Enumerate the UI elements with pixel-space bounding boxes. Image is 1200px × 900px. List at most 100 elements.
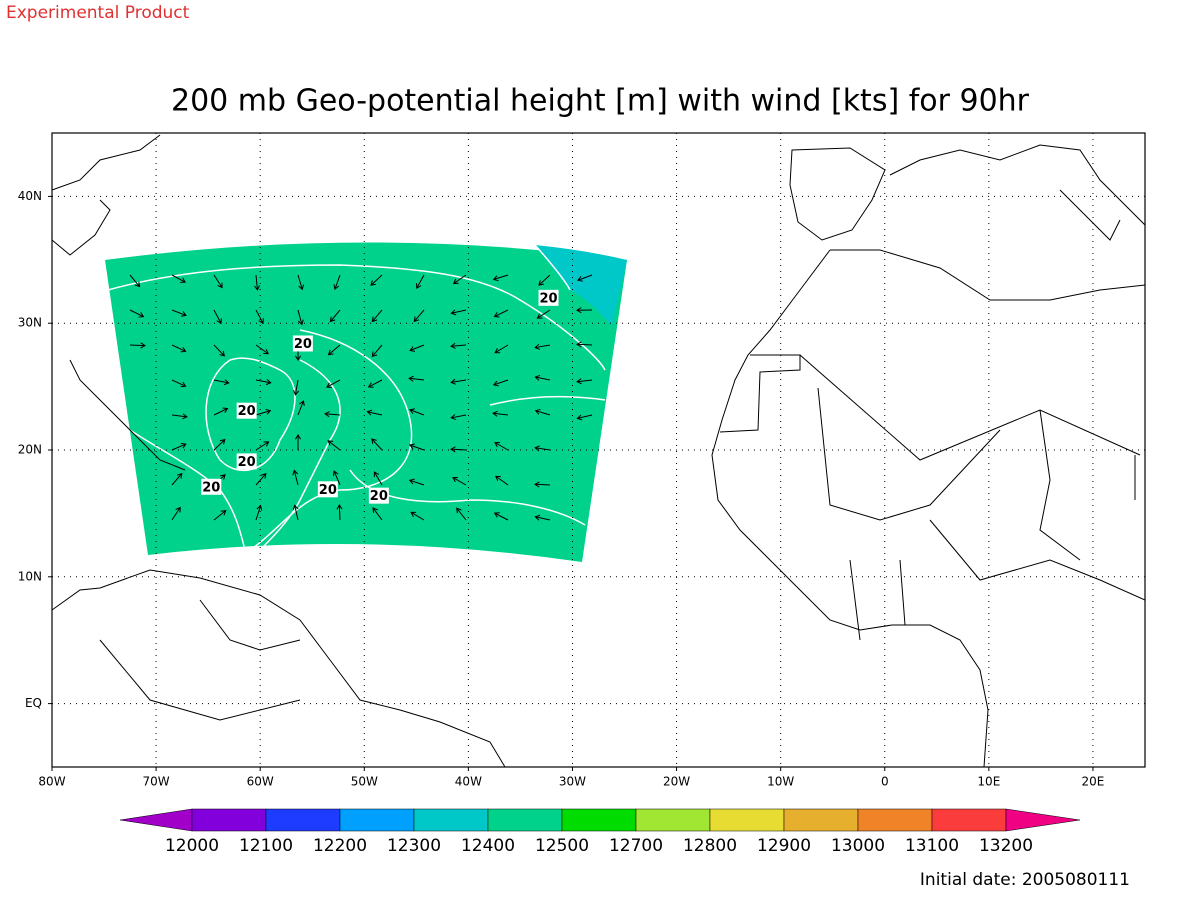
wind-arrow: [255, 379, 272, 385]
contour-label: 20: [539, 291, 557, 306]
wind-arrow: [408, 478, 425, 486]
border: [817, 387, 1001, 521]
wind-arrows: [129, 274, 593, 521]
wind-arrow: [576, 341, 593, 348]
wind-arrow: [171, 344, 187, 353]
wind-arrow: [292, 504, 299, 521]
wind-arrow: [297, 309, 304, 326]
wind-arrow: [370, 274, 383, 286]
colorbar-label: 12100: [239, 836, 293, 856]
wind-arrow: [213, 274, 223, 289]
field-area: [105, 242, 627, 562]
wind-arrow: [171, 413, 188, 420]
colorbar-label: 13200: [979, 836, 1033, 856]
colorbar-segment: [931, 808, 1007, 832]
contour-label-box: [292, 335, 313, 352]
wind-arrow: [534, 374, 551, 381]
wind-arrow: [295, 434, 302, 451]
wind-arrow: [536, 309, 551, 319]
wind-arrow: [534, 343, 551, 350]
y-tick-label: 30N: [18, 316, 42, 330]
wind-arrow: [367, 379, 383, 388]
wind-arrow: [413, 309, 425, 323]
wind-arrow: [450, 414, 467, 421]
wind-arrow: [538, 274, 551, 286]
wind-arrow: [254, 274, 261, 291]
contours: [107, 244, 606, 551]
colorbar-segment: [487, 808, 563, 832]
colorbar-label: 12000: [165, 836, 219, 856]
wind-arrow: [493, 512, 509, 521]
x-tick-label: 40W: [455, 775, 482, 789]
colorbar-label: 12300: [387, 836, 441, 856]
wind-arrow: [171, 472, 183, 486]
wind-arrow: [534, 445, 551, 452]
wind-arrow: [410, 511, 425, 521]
wind-arrow: [129, 309, 145, 318]
wind-arrow: [577, 274, 593, 282]
x-tick-label: 0: [881, 775, 889, 789]
colorbar-segment: [413, 808, 489, 832]
wind-arrow: [492, 410, 509, 417]
x-tick-label: 10W: [767, 775, 794, 789]
x-tick-label: 20E: [1082, 775, 1105, 789]
border: [799, 354, 1141, 461]
wind-arrow: [213, 438, 226, 451]
wind-arrow: [450, 342, 467, 349]
contour-label: 20: [238, 404, 256, 419]
wind-arrow: [371, 344, 383, 358]
wind-arrow: [297, 274, 305, 291]
wind-arrow: [493, 309, 509, 318]
border: [99, 599, 301, 721]
contour-line: [534, 244, 571, 291]
contour-label-box: [538, 289, 559, 306]
wind-arrow: [576, 414, 593, 421]
contour-line: [249, 329, 413, 551]
colorbar-label: 12800: [683, 836, 737, 856]
wind-arrow: [494, 344, 509, 354]
colorbar-arrow: [1005, 808, 1081, 832]
wind-arrow: [171, 379, 187, 388]
wind-arrow: [409, 344, 425, 352]
wind-arrow: [333, 274, 341, 291]
wind-arrow: [492, 274, 509, 282]
colorbar-arrow: [119, 808, 193, 832]
x-tick-label: 50W: [351, 775, 378, 789]
coastline: [51, 199, 111, 256]
contour-label-box: [236, 453, 257, 470]
wind-arrow: [213, 309, 222, 325]
wind-arrow: [129, 342, 146, 349]
x-tick-label: 30W: [559, 775, 586, 789]
wind-arrow: [297, 400, 305, 416]
coastline: [51, 134, 161, 191]
wind-arrow: [450, 378, 467, 385]
wind-arrow: [409, 408, 425, 416]
wind-arrow: [255, 408, 272, 416]
contour-label-box: [368, 487, 389, 504]
map-title: 200 mb Geo-potential height [m] with win…: [171, 84, 1030, 119]
wind-arrow: [456, 507, 467, 521]
wind-arrow: [366, 409, 383, 416]
colorbar-label: 13000: [831, 836, 885, 856]
wind-arrow: [171, 506, 181, 521]
colorbar-label: 12400: [461, 836, 515, 856]
wind-arrow: [534, 514, 551, 521]
wind-arrow: [416, 274, 425, 289]
colorbar-segment: [191, 808, 267, 832]
x-tick-label: 60W: [247, 775, 274, 789]
colorbar-label: 12200: [313, 836, 367, 856]
wind-arrow: [408, 375, 425, 382]
colorbar-segment: [709, 808, 785, 832]
x-tick-label: 20W: [663, 775, 690, 789]
wind-arrow: [293, 379, 300, 396]
wind-arrow: [327, 440, 341, 451]
contour-label: 20: [370, 489, 388, 504]
wind-arrow: [495, 475, 509, 486]
wind-arrow: [371, 309, 383, 323]
wind-arrow: [534, 481, 551, 488]
coastline: [789, 147, 886, 241]
wind-arrow: [372, 507, 383, 521]
colorbar-label: 12700: [609, 836, 663, 856]
coastline: [830, 249, 1146, 301]
wind-arrow: [408, 443, 425, 451]
